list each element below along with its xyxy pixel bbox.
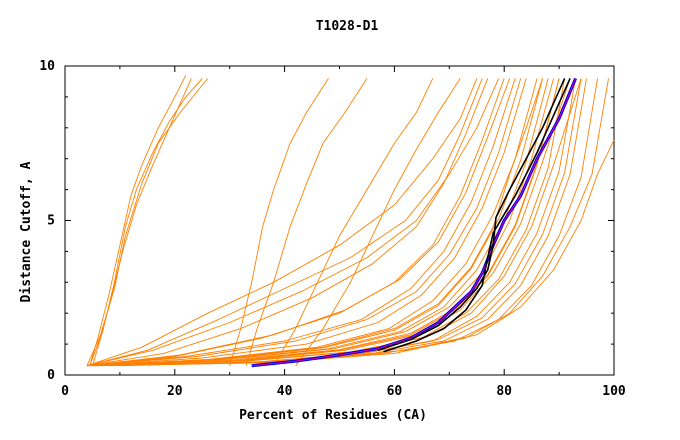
- series-line-32: [86, 78, 544, 367]
- y-tick-label: 0: [47, 368, 55, 383]
- series-line-24: [86, 78, 571, 367]
- series-line-3: [89, 78, 192, 366]
- y-tick-label: 5: [47, 214, 55, 229]
- series-line-14: [86, 78, 549, 367]
- series-line-18: [92, 78, 587, 367]
- series-line-8: [86, 78, 483, 367]
- x-tick-label: 60: [387, 384, 403, 399]
- series-line-28: [86, 78, 500, 367]
- series-line-36: [383, 78, 571, 353]
- y-axis-label: Distance Cutoff, A: [19, 161, 34, 302]
- series-line-30: [97, 78, 582, 367]
- series-line-16: [86, 78, 566, 367]
- series-line-4: [229, 78, 329, 366]
- series-line-15: [86, 78, 560, 367]
- series-line-26: [86, 78, 522, 367]
- series-line-21: [119, 140, 615, 367]
- series-line-27: [86, 78, 511, 367]
- series-group: [86, 75, 615, 368]
- series-line-12: [86, 78, 527, 367]
- x-axis-label: Percent of Residues (CA): [239, 408, 427, 423]
- series-line-35: [377, 78, 566, 352]
- x-tick-label: 100: [602, 384, 626, 399]
- series-line-9: [86, 78, 489, 367]
- x-tick-label: 40: [277, 384, 293, 399]
- series-line-25: [92, 78, 582, 367]
- chart-title: T1028-D1: [316, 19, 379, 34]
- axis-ticks: 0 20 40 60 80 100 0 5 10: [39, 59, 626, 399]
- series-line-1: [92, 78, 203, 366]
- series-line-0: [89, 75, 187, 366]
- series-line-23: [86, 78, 555, 367]
- series-line-13: [86, 78, 538, 367]
- series-line-34: [251, 78, 577, 367]
- series-line-6: [273, 78, 434, 366]
- series-line-5: [245, 78, 368, 366]
- series-line-29: [86, 78, 478, 367]
- series-line-31: [86, 78, 560, 367]
- y-tick-label: 10: [39, 59, 55, 74]
- series-line-11: [86, 78, 516, 367]
- x-tick-label: 20: [167, 384, 183, 399]
- x-tick-label: 80: [496, 384, 512, 399]
- x-tick-label: 0: [61, 384, 69, 399]
